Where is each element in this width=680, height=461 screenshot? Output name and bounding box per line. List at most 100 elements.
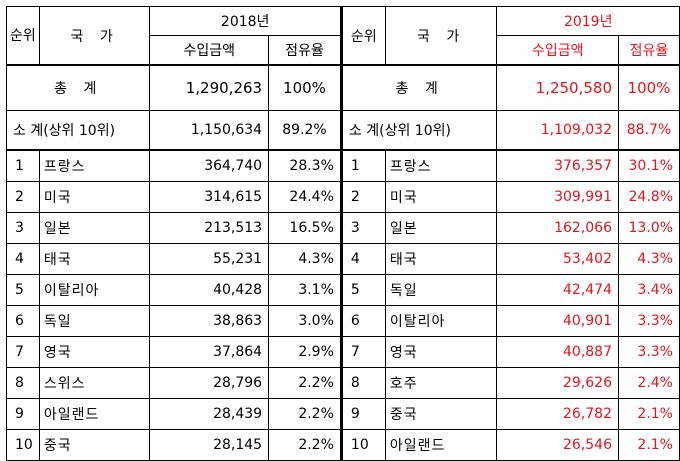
amount-cell-2019: 40,901	[496, 305, 619, 337]
total-amount-2019: 1,250,580	[496, 64, 619, 111]
import-ranking-table: 순위 국 가 2018년 순위 국 가 2019년 수입금액 점유율 수입금액 …	[5, 6, 680, 461]
amount-cell-2019: 40,887	[496, 336, 619, 368]
country-cell-2019: 태국	[384, 243, 498, 275]
country-cell-2018: 프랑스	[38, 149, 151, 182]
share-header-2019: 점유율	[618, 35, 680, 66]
share-cell-2018: 2.2%	[268, 429, 342, 461]
amount-cell-2019: 53,402	[496, 243, 619, 275]
rank-cell-2018: 2	[6, 181, 40, 213]
rank-cell-2019: 5	[339, 274, 386, 306]
subtotal-row: 소 계(상위 10위) 1,150,634 89.2% 소 계(상위 10위) …	[5, 110, 680, 151]
share-cell-2018: 16.5%	[268, 212, 342, 244]
subtotal-share-2019: 88.7%	[618, 110, 680, 151]
share-cell-2019: 4.3%	[618, 243, 680, 275]
country-cell-2019: 미국	[384, 181, 498, 213]
amount-cell-2018: 28,796	[149, 367, 270, 399]
share-cell-2019: 13.0%	[618, 212, 680, 244]
amount-cell-2019: 26,546	[496, 429, 619, 461]
amount-cell-2019: 162,066	[496, 212, 619, 244]
share-cell-2019: 3.4%	[618, 274, 680, 306]
rank-cell-2019: 2	[339, 181, 386, 213]
rank-cell-2019: 6	[339, 305, 386, 337]
ranking-row: 3 일본 213,513 16.5% 3 일본 162,066 13.0%	[6, 212, 680, 244]
total-label-2019: 총 계	[339, 64, 498, 111]
import-ranking-table-container: 순위 국 가 2018년 순위 국 가 2019년 수입금액 점유율 수입금액 …	[5, 6, 680, 461]
country-cell-2018: 영국	[38, 336, 151, 368]
amount-cell-2019: 309,991	[496, 181, 619, 213]
subtotal-share-2018: 89.2%	[268, 110, 342, 151]
share-cell-2018: 2.2%	[268, 367, 342, 399]
header-row-2: 수입금액 점유율 수입금액 점유율	[7, 35, 680, 66]
ranking-row: 5 이탈리아 40,428 3.1% 5 독일 42,474 3.4%	[6, 274, 680, 306]
total-share-2019: 100%	[618, 64, 680, 111]
share-cell-2018: 4.3%	[268, 243, 342, 275]
country-cell-2019: 영국	[384, 336, 498, 368]
amount-cell-2019: 42,474	[496, 274, 619, 306]
amount-cell-2018: 55,231	[149, 243, 270, 275]
rank-cell-2018: 10	[6, 429, 40, 461]
country-cell-2018: 미국	[38, 181, 151, 213]
share-cell-2018: 2.9%	[268, 336, 342, 368]
amount-cell-2019: 29,626	[496, 367, 619, 399]
country-cell-2018: 스위스	[38, 367, 151, 399]
rank-cell-2018: 5	[6, 274, 40, 306]
share-header-2018: 점유율	[268, 35, 342, 66]
ranking-row: 10 중국 28,145 2.2% 10 아일랜드 26,546 2.1%	[6, 429, 680, 461]
country-cell-2018: 일본	[38, 212, 151, 244]
header-row-1: 순위 국 가 2018년 순위 국 가 2019년	[6, 6, 680, 66]
subtotal-amount-2019: 1,109,032	[496, 110, 619, 151]
subtotal-label-2018: 소 계(상위 10위)	[5, 110, 151, 151]
rank-cell-2019: 10	[339, 429, 386, 461]
share-cell-2019: 24.8%	[618, 181, 680, 213]
amount-cell-2019: 376,357	[496, 149, 619, 182]
ranking-row: 8 스위스 28,796 2.2% 8 호주 29,626 2.4%	[6, 367, 680, 399]
ranking-row: 4 태국 55,231 4.3% 4 태국 53,402 4.3%	[6, 243, 680, 275]
amount-cell-2018: 40,428	[149, 274, 270, 306]
country-header-2019: 국 가	[384, 6, 498, 66]
country-cell-2019: 독일	[384, 274, 498, 306]
total-row: 총 계 1,290,263 100% 총 계 1,250,580 100%	[5, 64, 680, 111]
rank-cell-2018: 4	[6, 243, 40, 275]
amount-header-2019: 수입금액	[496, 35, 619, 66]
rank-cell-2019: 4	[339, 243, 386, 275]
rank-cell-2018: 6	[6, 305, 40, 337]
rank-cell-2018: 8	[6, 367, 40, 399]
amount-cell-2018: 38,863	[149, 305, 270, 337]
rank-cell-2018: 7	[6, 336, 40, 368]
rank-cell-2018: 3	[6, 212, 40, 244]
amount-cell-2018: 314,615	[149, 181, 270, 213]
total-share-2018: 100%	[268, 64, 342, 111]
share-cell-2019: 2.1%	[618, 429, 680, 461]
rank-cell-2019: 7	[339, 336, 386, 368]
country-cell-2019: 호주	[384, 367, 498, 399]
share-cell-2019: 3.3%	[618, 336, 680, 368]
share-cell-2019: 3.3%	[618, 305, 680, 337]
subtotal-label-2019: 소 계(상위 10위)	[339, 110, 498, 151]
country-header-2018: 국 가	[38, 6, 151, 66]
share-cell-2019: 2.4%	[618, 367, 680, 399]
amount-cell-2018: 364,740	[149, 149, 270, 182]
total-label-2018: 총 계	[5, 64, 151, 111]
country-cell-2019: 이탈리아	[384, 305, 498, 337]
ranking-row: 7 영국 37,864 2.9% 7 영국 40,887 3.3%	[6, 336, 680, 368]
year-header-2019: 2019년	[496, 6, 680, 36]
year-header-2018: 2018년	[149, 6, 342, 36]
ranking-row: 6 독일 38,863 3.0% 6 이탈리아 40,901 3.3%	[6, 305, 680, 337]
rank-cell-2019: 1	[339, 149, 386, 182]
share-cell-2018: 3.1%	[268, 274, 342, 306]
country-cell-2019: 프랑스	[384, 149, 498, 182]
ranking-row: 1 프랑스 364,740 28.3% 1 프랑스 376,357 30.1%	[6, 149, 680, 182]
country-cell-2018: 중국	[38, 429, 151, 461]
amount-cell-2018: 213,513	[149, 212, 270, 244]
subtotal-amount-2018: 1,150,634	[149, 110, 270, 151]
share-cell-2018: 28.3%	[268, 149, 342, 182]
rank-header-2019: 순위	[339, 6, 386, 66]
rank-cell-2018: 1	[6, 149, 40, 182]
country-cell-2019: 일본	[384, 212, 498, 244]
share-cell-2019: 30.1%	[618, 149, 680, 182]
country-cell-2018: 태국	[38, 243, 151, 275]
total-amount-2018: 1,290,263	[149, 64, 270, 111]
country-cell-2019: 아일랜드	[384, 429, 498, 461]
amount-cell-2018: 28,145	[149, 429, 270, 461]
ranking-row: 2 미국 314,615 24.4% 2 미국 309,991 24.8%	[6, 181, 680, 213]
